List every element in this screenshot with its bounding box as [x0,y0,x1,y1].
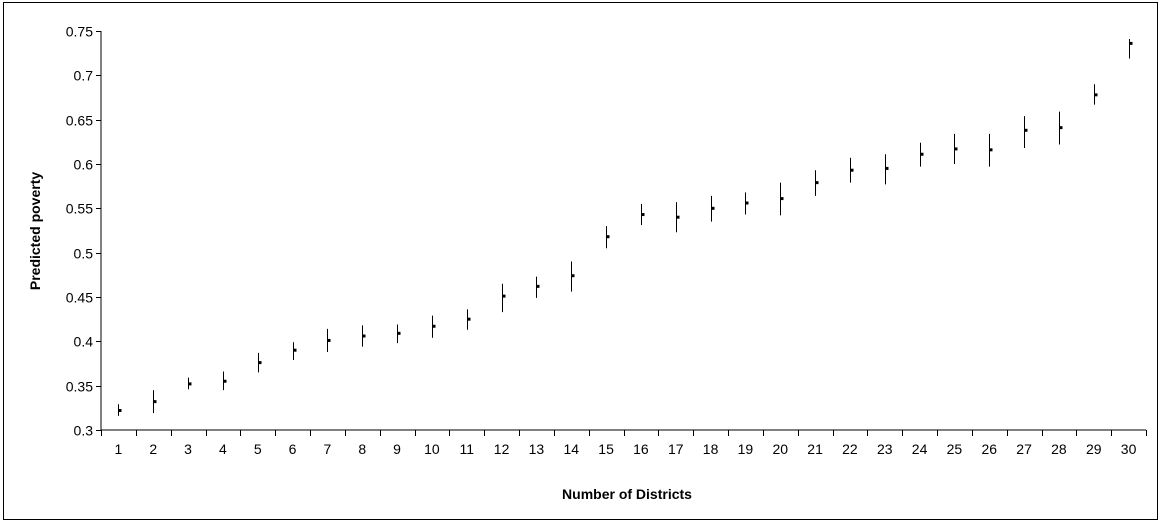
x-tick-label: 25 [947,441,963,457]
data-point [676,215,680,219]
x-tick-label: 28 [1051,441,1067,457]
x-tick-label: 23 [877,441,893,457]
data-point [502,294,506,298]
data-marks [118,38,1133,416]
y-tick-label: 0.55 [66,201,93,217]
data-point [362,334,366,338]
y-tick-label: 0.6 [74,157,94,173]
data-point [989,148,993,152]
x-tick-label: 2 [149,441,157,457]
x-tick-label: 30 [1121,441,1137,457]
y-tick-label: 0.3 [74,423,94,439]
x-axis-title: Number of Districts [562,486,692,502]
data-point [1059,126,1063,130]
x-tick-label: 5 [254,441,262,457]
data-point [606,235,610,239]
x-tick-label: 4 [219,441,227,457]
y-axis-ticks: 0.3 0.35 0.4 0.45 0.5 0.55 0.6 0.65 0.7 0.75 [66,24,101,439]
y-tick-label: 0.4 [74,334,94,350]
data-point [885,166,889,170]
x-tick-label: 19 [738,441,754,457]
y-tick-label: 0.35 [66,379,93,395]
x-tick-label: 29 [1086,441,1102,457]
data-point [467,317,471,321]
data-point [223,379,227,383]
data-point [293,348,297,352]
x-tick-label: 26 [981,441,997,457]
y-tick-label: 0.45 [66,290,93,306]
x-tick-label: 22 [842,441,858,457]
x-tick-label: 18 [703,441,719,457]
data-point [397,331,401,335]
x-tick-label: 21 [807,441,823,457]
x-tick-label: 13 [529,441,545,457]
axes [100,31,1146,431]
x-tick-label: 12 [494,441,510,457]
data-point [920,152,924,156]
data-point [432,324,436,328]
data-point [153,400,157,404]
x-tick-label: 16 [633,441,649,457]
y-tick-label: 0.7 [74,68,94,84]
data-point [745,201,749,205]
x-tick-label: 20 [772,441,788,457]
data-point [780,197,784,201]
data-point [118,408,122,412]
data-point [188,382,192,386]
y-tick-label: 0.65 [66,113,93,129]
y-tick-label: 0.5 [74,246,94,262]
x-tick-label: 17 [668,441,684,457]
data-point [711,206,715,210]
chart-frame [3,2,1158,520]
x-tick-label: 24 [912,441,928,457]
y-axis-title: Predicted poverty [27,172,43,290]
data-point [327,338,331,342]
data-point [815,181,819,185]
data-point [641,213,645,217]
x-tick-label: 9 [393,441,401,457]
y-tick-label: 0.75 [66,24,93,40]
data-point [954,147,958,151]
x-tick-label: 1 [115,441,123,457]
x-tick-label: 3 [184,441,192,457]
data-point [258,361,262,365]
data-point [850,168,854,172]
data-point [571,274,575,278]
data-point [1094,93,1098,97]
x-tick-label: 15 [598,441,614,457]
x-tick-label: 14 [563,441,579,457]
x-tick-label: 8 [358,441,366,457]
x-tick-label: 10 [424,441,440,457]
x-tick-label: 11 [459,441,474,457]
data-point [1024,128,1028,132]
x-tick-label: 6 [289,441,297,457]
data-point [1129,41,1133,45]
data-point [536,284,540,288]
x-tick-label: 27 [1016,441,1032,457]
x-tick-label: 7 [324,441,332,457]
x-axis-ticks: 1 2 3 4 5 6 7 8 9 10 11 12 13 14 15 16 17 18 19 20 21 22 23 24 2… [101,430,1147,457]
